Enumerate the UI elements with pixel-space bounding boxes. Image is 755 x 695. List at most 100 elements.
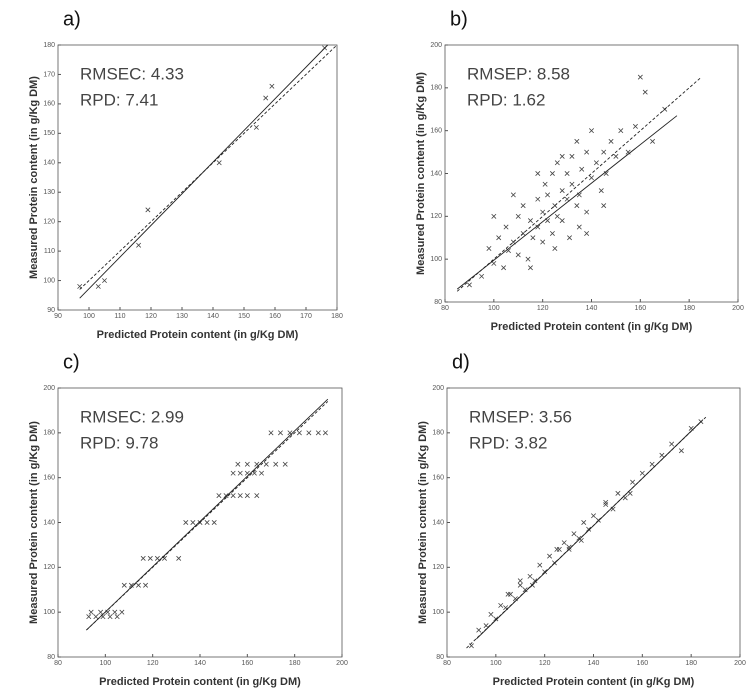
- annotation: RMSEC: 2.99: [80, 407, 184, 426]
- point: [506, 248, 511, 254]
- point: [216, 493, 222, 499]
- y-tick-label: 150: [43, 130, 55, 137]
- x-tick-label: 180: [289, 660, 301, 667]
- y-axis-label: Measured Protein content (in g/Kg DM): [415, 72, 427, 275]
- point: [190, 520, 196, 525]
- point: [322, 430, 328, 436]
- point: [237, 470, 243, 476]
- point: [532, 578, 538, 584]
- plot-frame: [446, 387, 741, 658]
- point: [559, 188, 565, 194]
- point: [282, 461, 288, 467]
- x-tick-label: 120: [539, 660, 551, 667]
- x-axis-label: Predicted Protein content (in g/Kg DM): [491, 321, 693, 333]
- y-tick-label: 120: [43, 564, 55, 571]
- point: [135, 582, 141, 588]
- x-tick-label: 90: [54, 313, 62, 320]
- point: [574, 203, 580, 209]
- point: [610, 506, 616, 512]
- point: [632, 123, 638, 129]
- point: [559, 218, 565, 224]
- point: [112, 609, 118, 615]
- x-tick-label: 180: [685, 660, 697, 667]
- point: [535, 171, 541, 176]
- point: [564, 171, 570, 176]
- y-tick-label: 90: [47, 307, 55, 314]
- point: [216, 160, 222, 166]
- point: [601, 149, 607, 155]
- point: [576, 192, 582, 198]
- point: [613, 153, 619, 159]
- y-tick-label: 140: [432, 519, 444, 526]
- point: [140, 555, 146, 561]
- point: [296, 430, 302, 436]
- point: [515, 252, 521, 258]
- x-axis-label: Predicted Protein content (in g/Kg DM): [493, 676, 695, 688]
- point: [564, 196, 570, 202]
- point: [567, 235, 573, 241]
- annotation: RPD: 7.41: [80, 90, 158, 109]
- x-tick-label: 140: [588, 660, 600, 667]
- point: [598, 188, 604, 194]
- x-tick-label: 200: [734, 660, 746, 667]
- y-tick-label: 140: [430, 170, 442, 177]
- point: [601, 203, 607, 209]
- point: [211, 520, 217, 525]
- y-tick-label: 160: [432, 475, 444, 482]
- point: [625, 149, 631, 155]
- point: [527, 218, 533, 224]
- point: [86, 614, 92, 620]
- point: [107, 614, 113, 620]
- point: [561, 540, 567, 546]
- x-tick-label: 150: [238, 313, 250, 320]
- point: [549, 171, 555, 176]
- point: [253, 124, 259, 130]
- x-tick-label: 80: [443, 660, 451, 667]
- point: [466, 282, 472, 288]
- y-tick-label: 80: [434, 299, 442, 306]
- point: [527, 573, 533, 579]
- point: [154, 555, 160, 561]
- y-tick-label: 100: [432, 609, 444, 616]
- point: [649, 461, 655, 467]
- point: [576, 224, 582, 230]
- point: [581, 520, 587, 525]
- point: [603, 171, 609, 176]
- point: [630, 479, 636, 485]
- point: [579, 166, 585, 172]
- point: [522, 587, 528, 593]
- x-tick-label: 100: [490, 660, 502, 667]
- point: [503, 224, 509, 230]
- y-tick-label: 100: [430, 256, 442, 263]
- point: [547, 553, 553, 559]
- y-axis-label: Measured Protein content (in g/Kg DM): [417, 421, 429, 624]
- point: [542, 569, 548, 575]
- y-tick-label: 160: [430, 128, 442, 135]
- y-tick-label: 130: [43, 189, 55, 196]
- point: [493, 616, 499, 622]
- point: [102, 278, 107, 284]
- x-tick-label: 160: [634, 305, 646, 312]
- y-axis-label: Measured Protein content (in g/Kg DM): [28, 76, 40, 279]
- point: [574, 138, 580, 144]
- point: [98, 609, 104, 615]
- x-tick-label: 120: [537, 305, 549, 312]
- point: [95, 283, 101, 289]
- point: [615, 490, 621, 496]
- fit-line: [79, 44, 329, 299]
- point: [535, 224, 541, 230]
- y-tick-label: 120: [430, 213, 442, 220]
- x-tick-label: 120: [145, 313, 157, 320]
- x-tick-label: 100: [99, 660, 111, 667]
- point: [483, 623, 489, 629]
- point: [554, 160, 560, 166]
- x-axis-label: Predicted Protein content (in g/Kg DM): [99, 676, 301, 688]
- panel-label: a): [63, 8, 81, 30]
- point: [496, 235, 502, 241]
- x-tick-label: 140: [586, 305, 598, 312]
- point: [204, 520, 210, 525]
- plot-frame: [57, 44, 338, 311]
- point: [251, 470, 257, 476]
- point: [235, 461, 241, 467]
- y-tick-label: 180: [432, 430, 444, 437]
